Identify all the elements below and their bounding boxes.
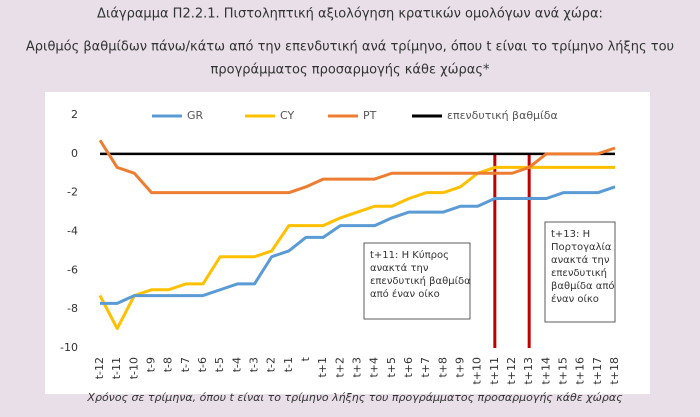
legend-label: επενδυτική βαθμίδα xyxy=(447,109,558,122)
x-tick-label: t+17 xyxy=(591,357,604,385)
x-tick-label: t+8 xyxy=(436,357,449,378)
x-tick-label: t+3 xyxy=(351,357,364,378)
annotation-text: έναν οίκο xyxy=(551,293,599,305)
x-tick-label: t+13 xyxy=(522,357,535,385)
x-tick-label: t-2 xyxy=(265,357,278,372)
annotation-text: ανακτά την xyxy=(551,254,610,266)
annotation-text: βαθμίδα από xyxy=(551,280,614,292)
y-tick-label: -6 xyxy=(67,263,78,276)
x-tick-label: t-5 xyxy=(213,357,226,372)
y-tick-label: -10 xyxy=(60,341,78,354)
x-tick-label: t-8 xyxy=(162,357,175,372)
x-tick-label: t-10 xyxy=(127,357,140,379)
series-line xyxy=(100,185,616,305)
annotation-text: t+13: Η xyxy=(551,229,590,240)
x-tick-label: t+2 xyxy=(333,357,346,378)
x-tick-label: t+10 xyxy=(471,357,484,385)
x-tick-label: t+1 xyxy=(316,357,329,378)
legend-label: CY xyxy=(280,109,294,122)
x-axis-label: Χρόνος σε τρίμηνα, όπου t είναι το τρίμη… xyxy=(86,391,623,404)
y-tick-label: 2 xyxy=(71,108,78,121)
x-tick-label: t+14 xyxy=(539,357,552,385)
x-tick-label: t-11 xyxy=(110,357,123,379)
x-tick-label: t-7 xyxy=(179,357,192,372)
x-tick-label: t+4 xyxy=(368,357,381,378)
y-tick-label: -4 xyxy=(67,225,78,238)
x-tick-label: t+7 xyxy=(419,357,432,378)
chart-title: Διάγραμμα Π2.2.1. Πιστοληπτική αξιολόγησ… xyxy=(97,7,603,22)
x-tick-label: t-9 xyxy=(145,357,158,372)
legend-label: PT xyxy=(363,109,377,122)
series-line xyxy=(98,139,616,195)
x-tick-label: t+6 xyxy=(402,357,415,378)
x-tick-label: t-6 xyxy=(196,357,209,372)
x-tick-label: t xyxy=(299,356,312,361)
chart-subtitle: προγράμματος προσαρμογής κάθε χώρας* xyxy=(211,63,490,78)
x-tick-label: t-12 xyxy=(93,357,106,379)
annotation-box xyxy=(544,221,616,323)
legend-label: GR xyxy=(187,109,204,122)
x-tick-label: t+11 xyxy=(488,357,501,385)
x-tick-label: t+9 xyxy=(454,357,467,378)
y-tick-label: -2 xyxy=(67,186,78,199)
annotation-text: t+11: Η Κύπρος xyxy=(370,249,449,261)
chart-subtitle: Αριθμός βαθμίδων πάνω/κάτω από την επενδ… xyxy=(26,40,674,55)
x-tick-label: t-1 xyxy=(282,357,295,372)
x-tick-label: t+15 xyxy=(557,357,570,385)
x-tick-label: t-3 xyxy=(248,357,261,372)
annotation-text: από έναν οίκο xyxy=(370,288,440,300)
annotation-text: Πορτογαλία xyxy=(551,241,612,253)
x-tick-label: t-4 xyxy=(230,357,243,372)
x-tick-label: t+12 xyxy=(505,357,518,385)
annotation-text: ανακτά την xyxy=(370,262,429,274)
x-tick-label: t+16 xyxy=(574,357,587,385)
y-tick-label: 0 xyxy=(71,147,78,160)
annotation-text: επενδυτική βαθμίδα xyxy=(370,275,471,287)
y-tick-label: -8 xyxy=(67,302,78,315)
annotation-box xyxy=(363,242,471,320)
x-tick-label: t+18 xyxy=(608,357,621,385)
x-tick-label: t+5 xyxy=(385,357,398,378)
annotation-text: επενδυτική xyxy=(551,267,607,279)
